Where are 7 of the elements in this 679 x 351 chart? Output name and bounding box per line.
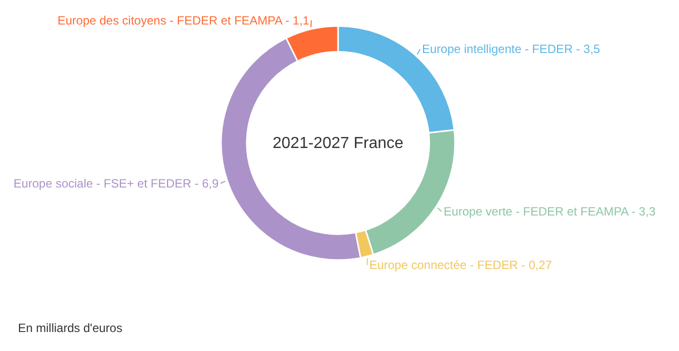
slice-label: Europe verte - FEDER et FEAMPA - 3,3 xyxy=(444,204,656,219)
slice-label: Europe intelligente - FEDER - 3,5 xyxy=(422,42,600,56)
slice-label: Europe sociale - FSE+ et FEDER - 6,9 xyxy=(14,176,219,190)
text: En milliards d'euros xyxy=(18,321,122,335)
text: 2021-2027 France xyxy=(272,135,404,152)
slice-label: Europe connectée - FEDER - 0,27 xyxy=(369,258,552,272)
slice-label: Europe des citoyens - FEDER et FEAMPA - 1,1 xyxy=(57,13,310,28)
